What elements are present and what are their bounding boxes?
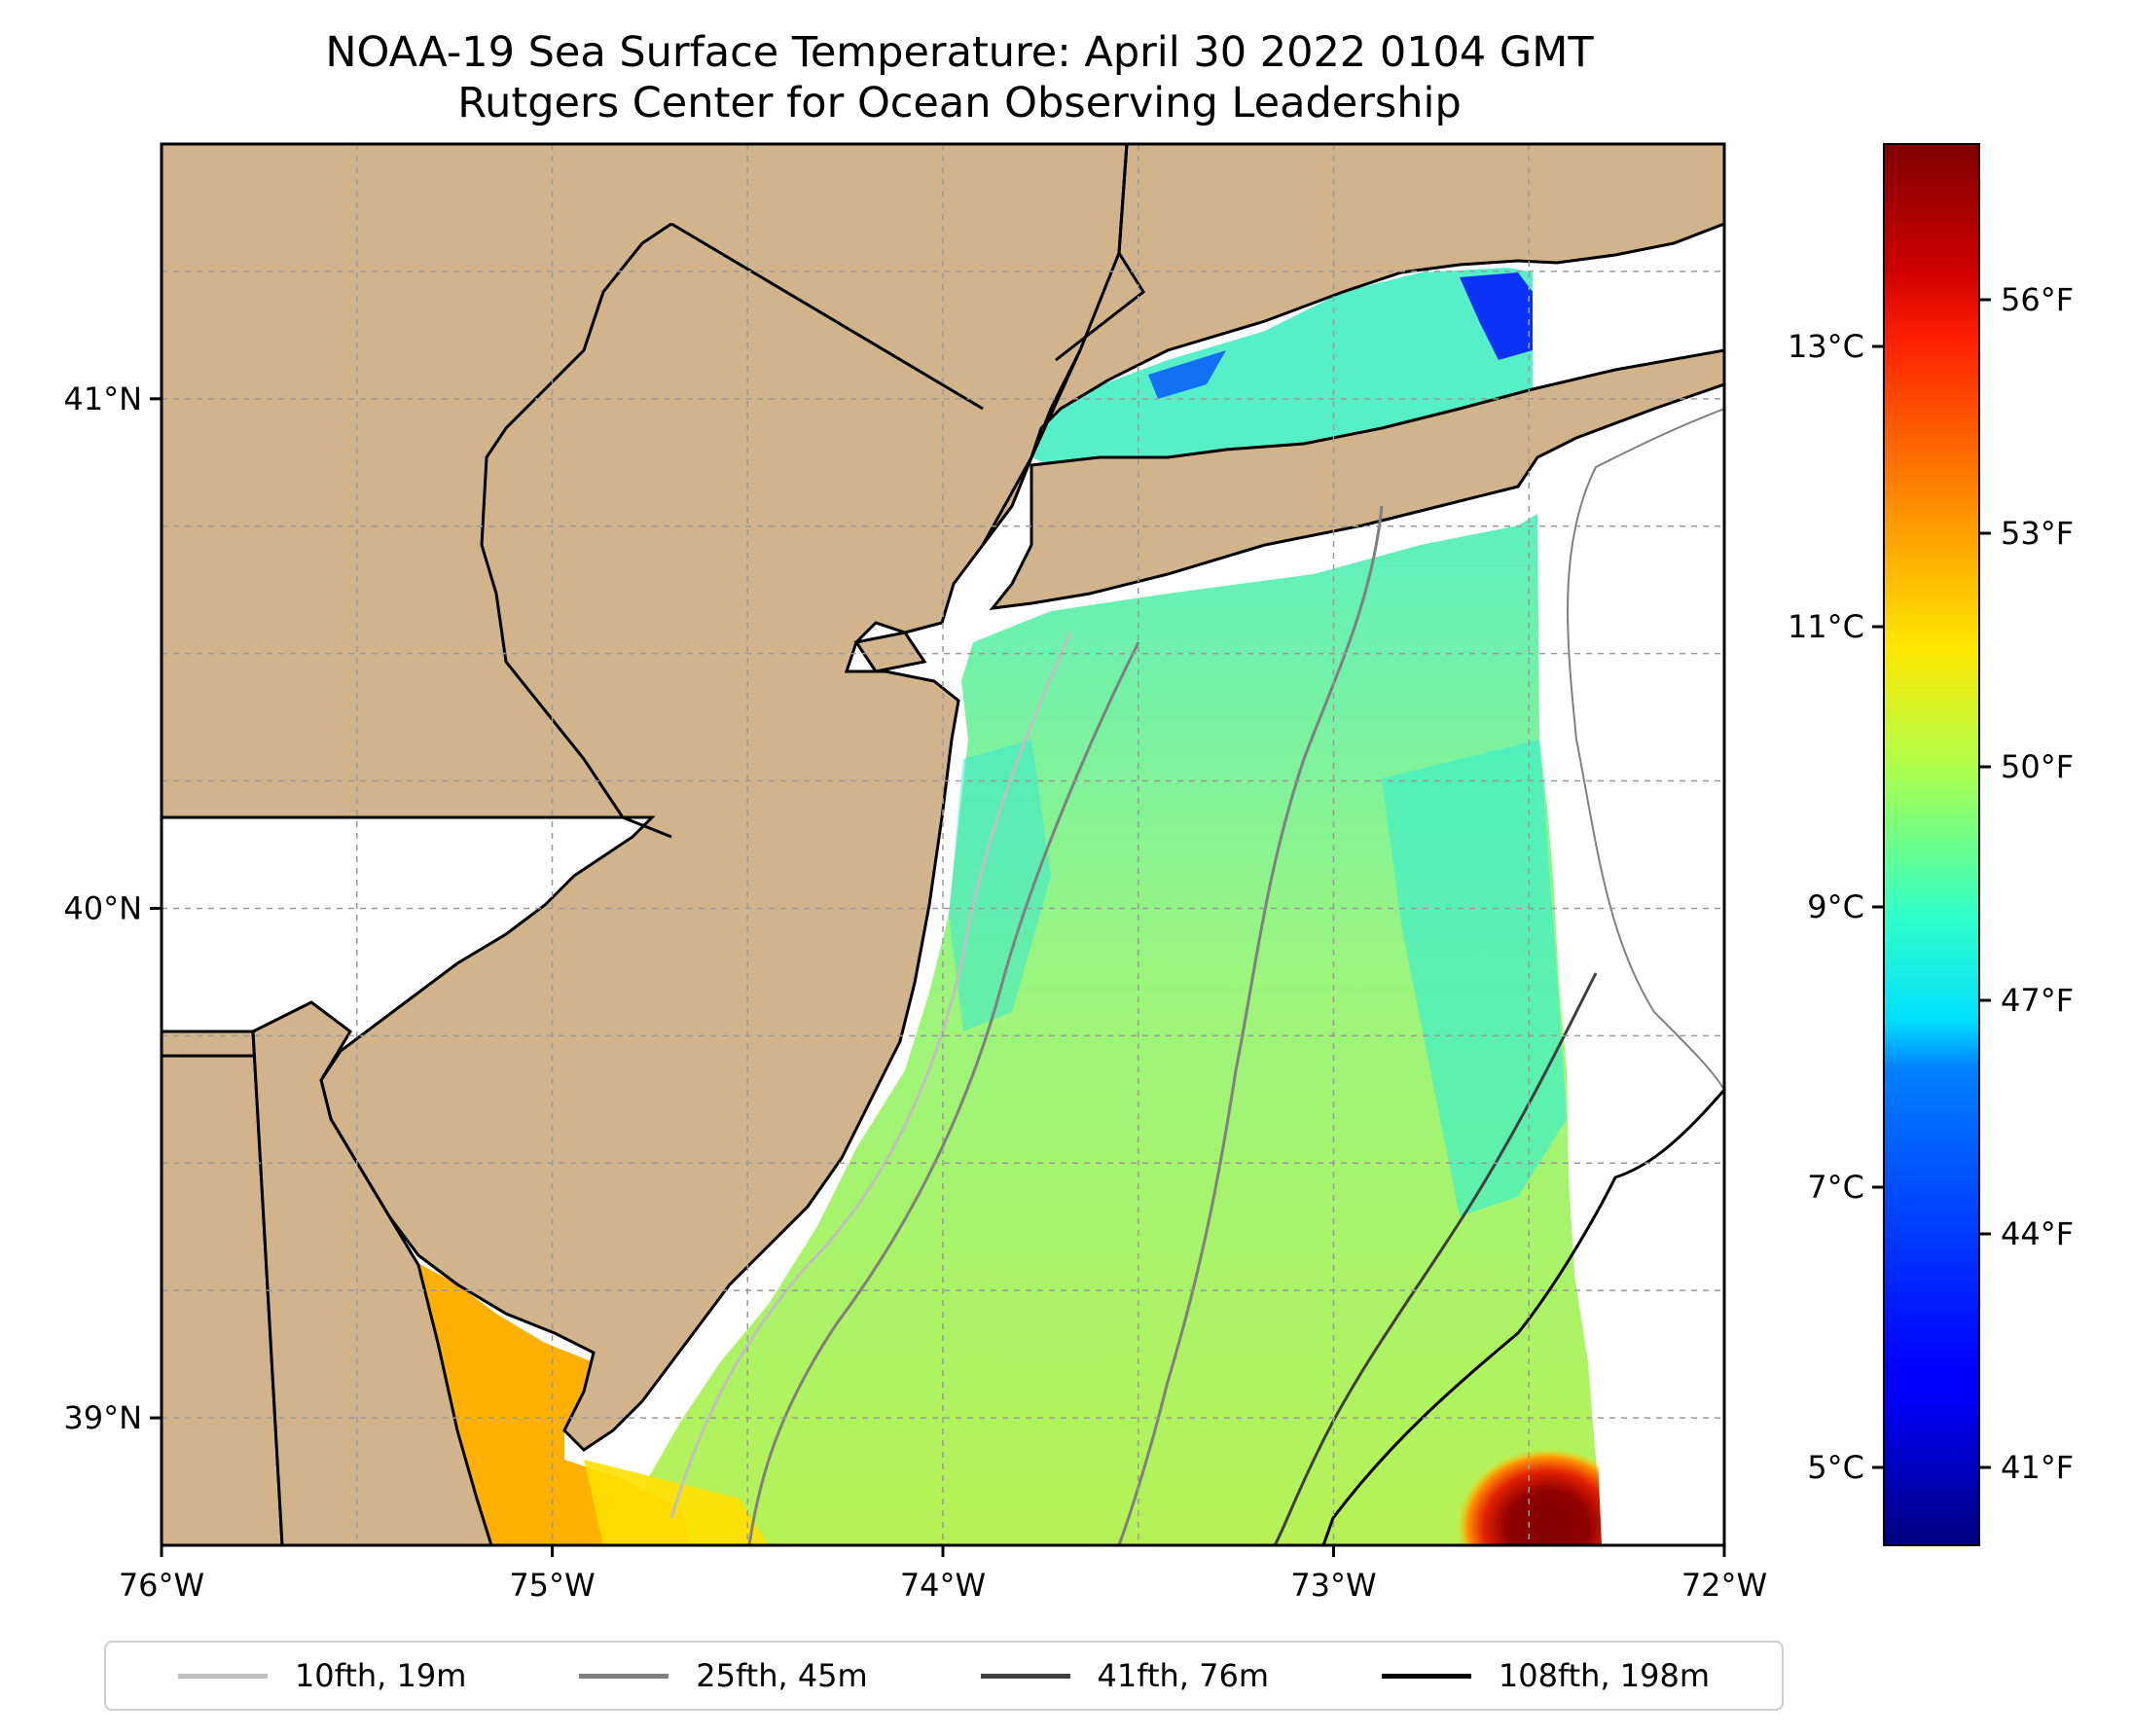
colorbar-f-label: 56°F [2001,281,2074,318]
state-border-nj-pa [480,222,672,839]
chart-subtitle: Rutgers Center for Ocean Observing Leade… [457,79,1462,127]
land-long-island [989,348,1724,610]
legend-item: 108fth, 198m [1381,1657,1711,1694]
x-tick-label: 76°W [119,1567,204,1604]
legend-item: 25fth, 45m [579,1657,868,1694]
legend-swatch [177,1673,268,1679]
legend-swatch [980,1673,1070,1679]
y-axis: 41°N 40°N 39°N [63,380,162,1436]
legend-item: 41fth, 76m [980,1657,1270,1694]
x-axis: 76°W 75°W 74°W 73°W 72°W [119,1545,1767,1604]
colorbar-f-label: 44°F [2001,1215,2074,1252]
x-tick-label: 74°W [900,1567,986,1604]
y-tick-label: 39°N [63,1399,142,1436]
legend-swatch [1381,1673,1471,1679]
colorbar-f-label: 53°F [2001,515,2074,552]
chart-title: NOAA-19 Sea Surface Temperature: April 3… [325,28,1594,77]
legend-item: 10fth, 19m [177,1657,467,1694]
contour-25fth [747,641,1140,1545]
legend-label: 25fth, 45m [696,1657,868,1694]
cool-band-coastal [949,740,1051,1031]
bathymetry-contours [669,408,1724,1545]
land-delaware [162,1030,284,1545]
x-tick-label: 72°W [1681,1567,1767,1604]
sound-cold-patch [1460,272,1533,360]
colorbar-f-label: 50°F [2001,748,2074,785]
state-border-ny-ct [1055,144,1145,362]
contour-25fth-outer [1117,505,1384,1545]
x-tick-label: 75°W [509,1567,595,1604]
legend-label: 108fth, 198m [1498,1657,1711,1694]
cool-band [1382,740,1567,1216]
colorbar-c-label: 7°C [1807,1169,1864,1206]
y-tick-label: 40°N [63,889,142,926]
land-connecticut [981,144,1724,546]
land-staten-island [853,631,927,673]
land-delmarva [251,1000,493,1545]
y-tick-label: 41°N [63,380,142,417]
x-tick-label: 73°W [1290,1567,1376,1604]
legend-label: 10fth, 19m [294,1657,467,1694]
contour-offshore-east [1567,408,1724,1091]
contour-108fth [1321,1089,1724,1545]
legend-swatch [579,1673,669,1679]
colorbar-fahrenheit-ticks: 41°F 44°F 47°F 50°F 53°F 56°F [1979,281,2074,1486]
colorbar [1883,143,1980,1546]
contour-41fth [1273,972,1598,1545]
long-island-sound-water [1031,268,1533,465]
legend-label: 41fth, 76m [1097,1657,1270,1694]
colorbar-c-label: 9°C [1807,888,1864,925]
land-new-jersey [162,144,1140,1452]
warm-water-se [1333,1314,1602,1545]
sound-cold-patch-west [1148,350,1226,399]
contour-legend: 10fth, 19m 25fth, 45m 41fth, 76m 108fth,… [104,1641,1784,1711]
contour-10fth [669,632,1072,1519]
state-border-ny-nj [670,222,984,411]
colorbar-f-label: 47°F [2001,982,2074,1019]
colorbar-c-label: 13°C [1788,328,1864,365]
sst-swath [611,514,1602,1545]
colorbar-f-label: 41°F [2001,1449,2074,1486]
delaware-bay-water [399,1255,691,1545]
colorbar-celsius-ticks: 5°C 7°C 9°C 11°C 13°C [1788,328,1884,1486]
colorbar-c-label: 5°C [1807,1449,1864,1486]
colorbar-c-label: 11°C [1788,608,1864,645]
